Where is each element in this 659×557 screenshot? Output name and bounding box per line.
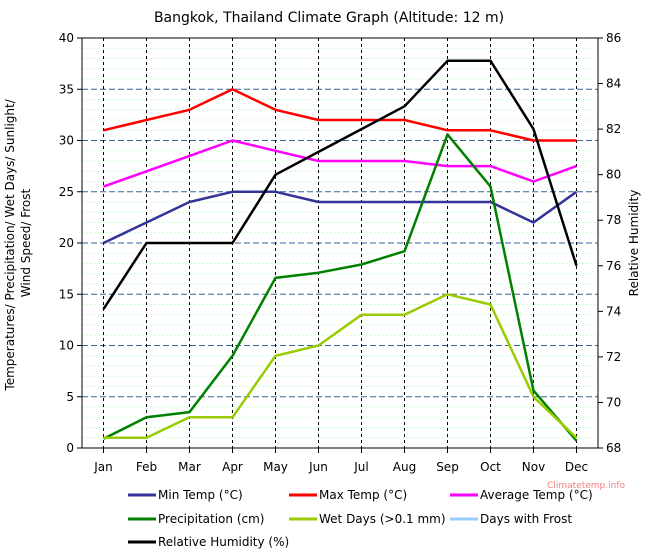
y-tick-label: 35 — [59, 82, 74, 96]
x-tick-label: Nov — [522, 460, 545, 474]
y-tick-label: 30 — [59, 134, 74, 148]
x-tick-label: Apr — [222, 460, 243, 474]
series-lines — [102, 59, 578, 442]
x-tick-label: Sep — [436, 460, 459, 474]
y-axis-label: Temperatures/ Precipitation/ Wet Days/ S… — [3, 95, 33, 391]
legend-label-precipitation-cm: Precipitation (cm) — [158, 512, 264, 526]
x-tick-label: Mar — [178, 460, 201, 474]
y-tick-label: 10 — [59, 339, 74, 353]
x-tick-label: Jun — [308, 460, 328, 474]
legend-label-wet-days-0-1-mm: Wet Days (>0.1 mm) — [319, 512, 446, 526]
y2-axis-label: Relative Humidity — [627, 190, 641, 297]
y-axis-label-line-2: Wind Speed/ Frost — [19, 188, 33, 297]
y-tick-label: 25 — [59, 185, 74, 199]
x-tick-label: Oct — [480, 460, 501, 474]
y-axis-label-line-1: Temperatures/ Precipitation/ Wet Days/ S… — [3, 98, 17, 391]
legend: Min Temp (°C) Max Temp (°C) Average Temp (… — [128, 488, 593, 549]
series-line-max-temp-c — [103, 88, 577, 142]
x-tick-label: Jul — [353, 460, 368, 474]
y2-tick-label: 70 — [606, 395, 621, 409]
y-tick-label: 5 — [66, 390, 74, 404]
y2-tick-label: 78 — [606, 213, 621, 227]
y2-tick-label: 76 — [606, 259, 621, 273]
legend-label-max-temp-c: Max Temp (°C) — [319, 488, 407, 502]
y2-tick-label: 72 — [606, 350, 621, 364]
x-tick-label: Jan — [93, 460, 113, 474]
y-tick-label: 40 — [59, 31, 74, 45]
legend-label-average-temp-c: Average Temp (°C) — [480, 488, 593, 502]
series-line-relative-humidity — [102, 59, 578, 310]
legend-label-min-temp-c: Min Temp (°C) — [158, 488, 243, 502]
axis-ticks: 0 5 10 15 20 25 30 35 40 68 70 72 74 76 78 80 82 84 86 Jan F… — [59, 31, 622, 474]
y2-tick-label: 74 — [606, 304, 621, 318]
y2-tick-label: 84 — [606, 77, 621, 91]
y-tick-label: 15 — [59, 287, 74, 301]
x-tick-label: May — [263, 460, 288, 474]
y2-tick-label: 86 — [606, 31, 621, 45]
y2-tick-label: 68 — [606, 441, 621, 455]
legend-label-days-with-frost: Days with Frost — [480, 512, 572, 526]
y-tick-label: 0 — [66, 441, 74, 455]
series-line-min-temp-c — [102, 190, 578, 245]
y2-tick-label: 80 — [606, 168, 621, 182]
series-line-precipitation-cm — [102, 133, 578, 442]
x-tick-label: Aug — [393, 460, 416, 474]
legend-label-relative-humidity: Relative Humidity (%) — [158, 535, 289, 549]
series-line-average-temp-c — [103, 139, 577, 188]
watermark: Climatetemp.info — [547, 481, 625, 491]
series-line-wet-days-0-1-mm — [103, 293, 578, 440]
chart-title: Bangkok, Thailand Climate Graph (Altitud… — [154, 10, 504, 26]
y-tick-label: 20 — [59, 236, 74, 250]
x-tick-label: Feb — [136, 460, 157, 474]
y2-tick-label: 82 — [606, 122, 621, 136]
x-tick-label: Dec — [565, 460, 588, 474]
